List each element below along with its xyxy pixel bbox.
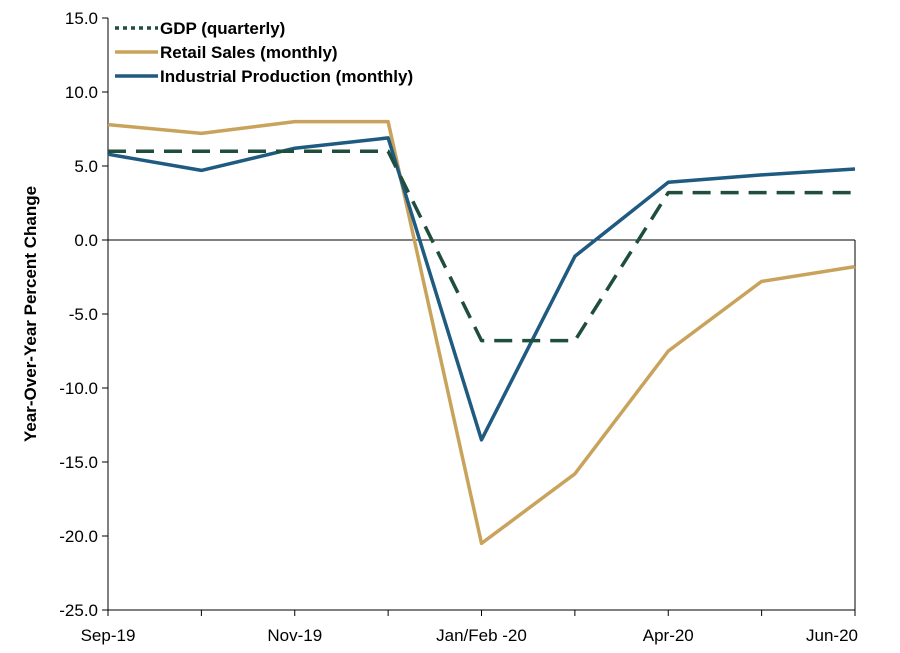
series-line-0 [108,149,855,343]
x-tick-label: Apr-20 [643,626,694,645]
y-tick-label: 10.0 [65,83,98,102]
legend-label-0: GDP (quarterly) [160,19,285,38]
y-tick-label: -25.0 [59,601,98,620]
y-tick-label: -5.0 [69,305,98,324]
series-group [107,119,856,546]
series-line-1 [107,119,856,546]
series-line-2 [107,136,856,442]
legend: GDP (quarterly) Retail Sales (monthly) Ind… [115,19,413,86]
x-tick-label: Sep-19 [81,626,136,645]
y-tick-label: 15.0 [65,9,98,28]
legend-label-2: Industrial Production (monthly) [160,67,413,86]
legend-label-1: Retail Sales (monthly) [160,43,338,62]
y-axis-title: Year-Over-Year Percent Change [21,186,40,442]
y-tick-label: -20.0 [59,527,98,546]
x-tick-label: Jun-20 [806,626,858,645]
y-tick-label: -10.0 [59,379,98,398]
y-tick-label: 0.0 [74,231,98,250]
y-tick-label: -15.0 [59,453,98,472]
y-tick-label: 5.0 [74,157,98,176]
x-tick-group: Sep-19 Nov-19 Jan/Feb -20 Apr-20 Jun-20 [81,610,858,645]
x-tick-label: Nov-19 [267,626,322,645]
x-tick-label: Jan/Feb -20 [436,626,527,645]
y-tick-group: 15.0 10.0 5.0 0.0 -5.0 -10.0 -15.0 -20.0 -25.0 [59,9,108,620]
plot-area: 15.0 10.0 5.0 0.0 -5.0 -10.0 -15.0 -20.0 -25.0 S… [59,9,858,645]
